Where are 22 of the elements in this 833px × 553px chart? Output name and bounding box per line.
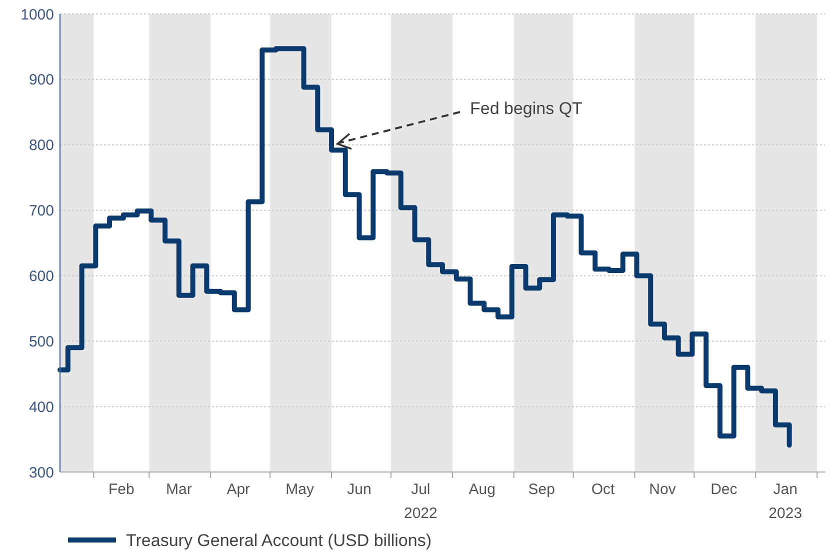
x-tick-label: May [286,481,314,498]
annotation: Fed begins QT [470,98,582,118]
y-tick-label: 600 [28,268,54,285]
y-tick-label: 300 [28,464,54,482]
y-tick-label: 400 [28,398,54,416]
x-tick-label: Aug [468,481,496,498]
y-tick-label: 500 [28,333,54,350]
x-tick-label: Jan 2023 [768,481,802,522]
x-tick-label: Dec [710,481,738,498]
x-tick-label: Mar [166,481,192,498]
y-tick-label: 900 [28,72,54,89]
legend-label: Treasury General Account (USD billions) [126,530,432,550]
y-tick-label: 1000 [20,6,54,24]
x-tick-label: Nov [649,481,676,498]
x-tick-label: Feb [108,481,134,498]
x-tick-label: Sep [528,481,555,498]
y-tick-label: 800 [28,137,54,154]
x-tick-label: Jun [347,481,372,498]
x-tick-label: Jul 2022 [404,481,438,522]
y-tick-label: 700 [28,202,54,220]
x-tick-label: Oct [591,481,616,498]
x-tick-label: Apr [226,481,250,498]
